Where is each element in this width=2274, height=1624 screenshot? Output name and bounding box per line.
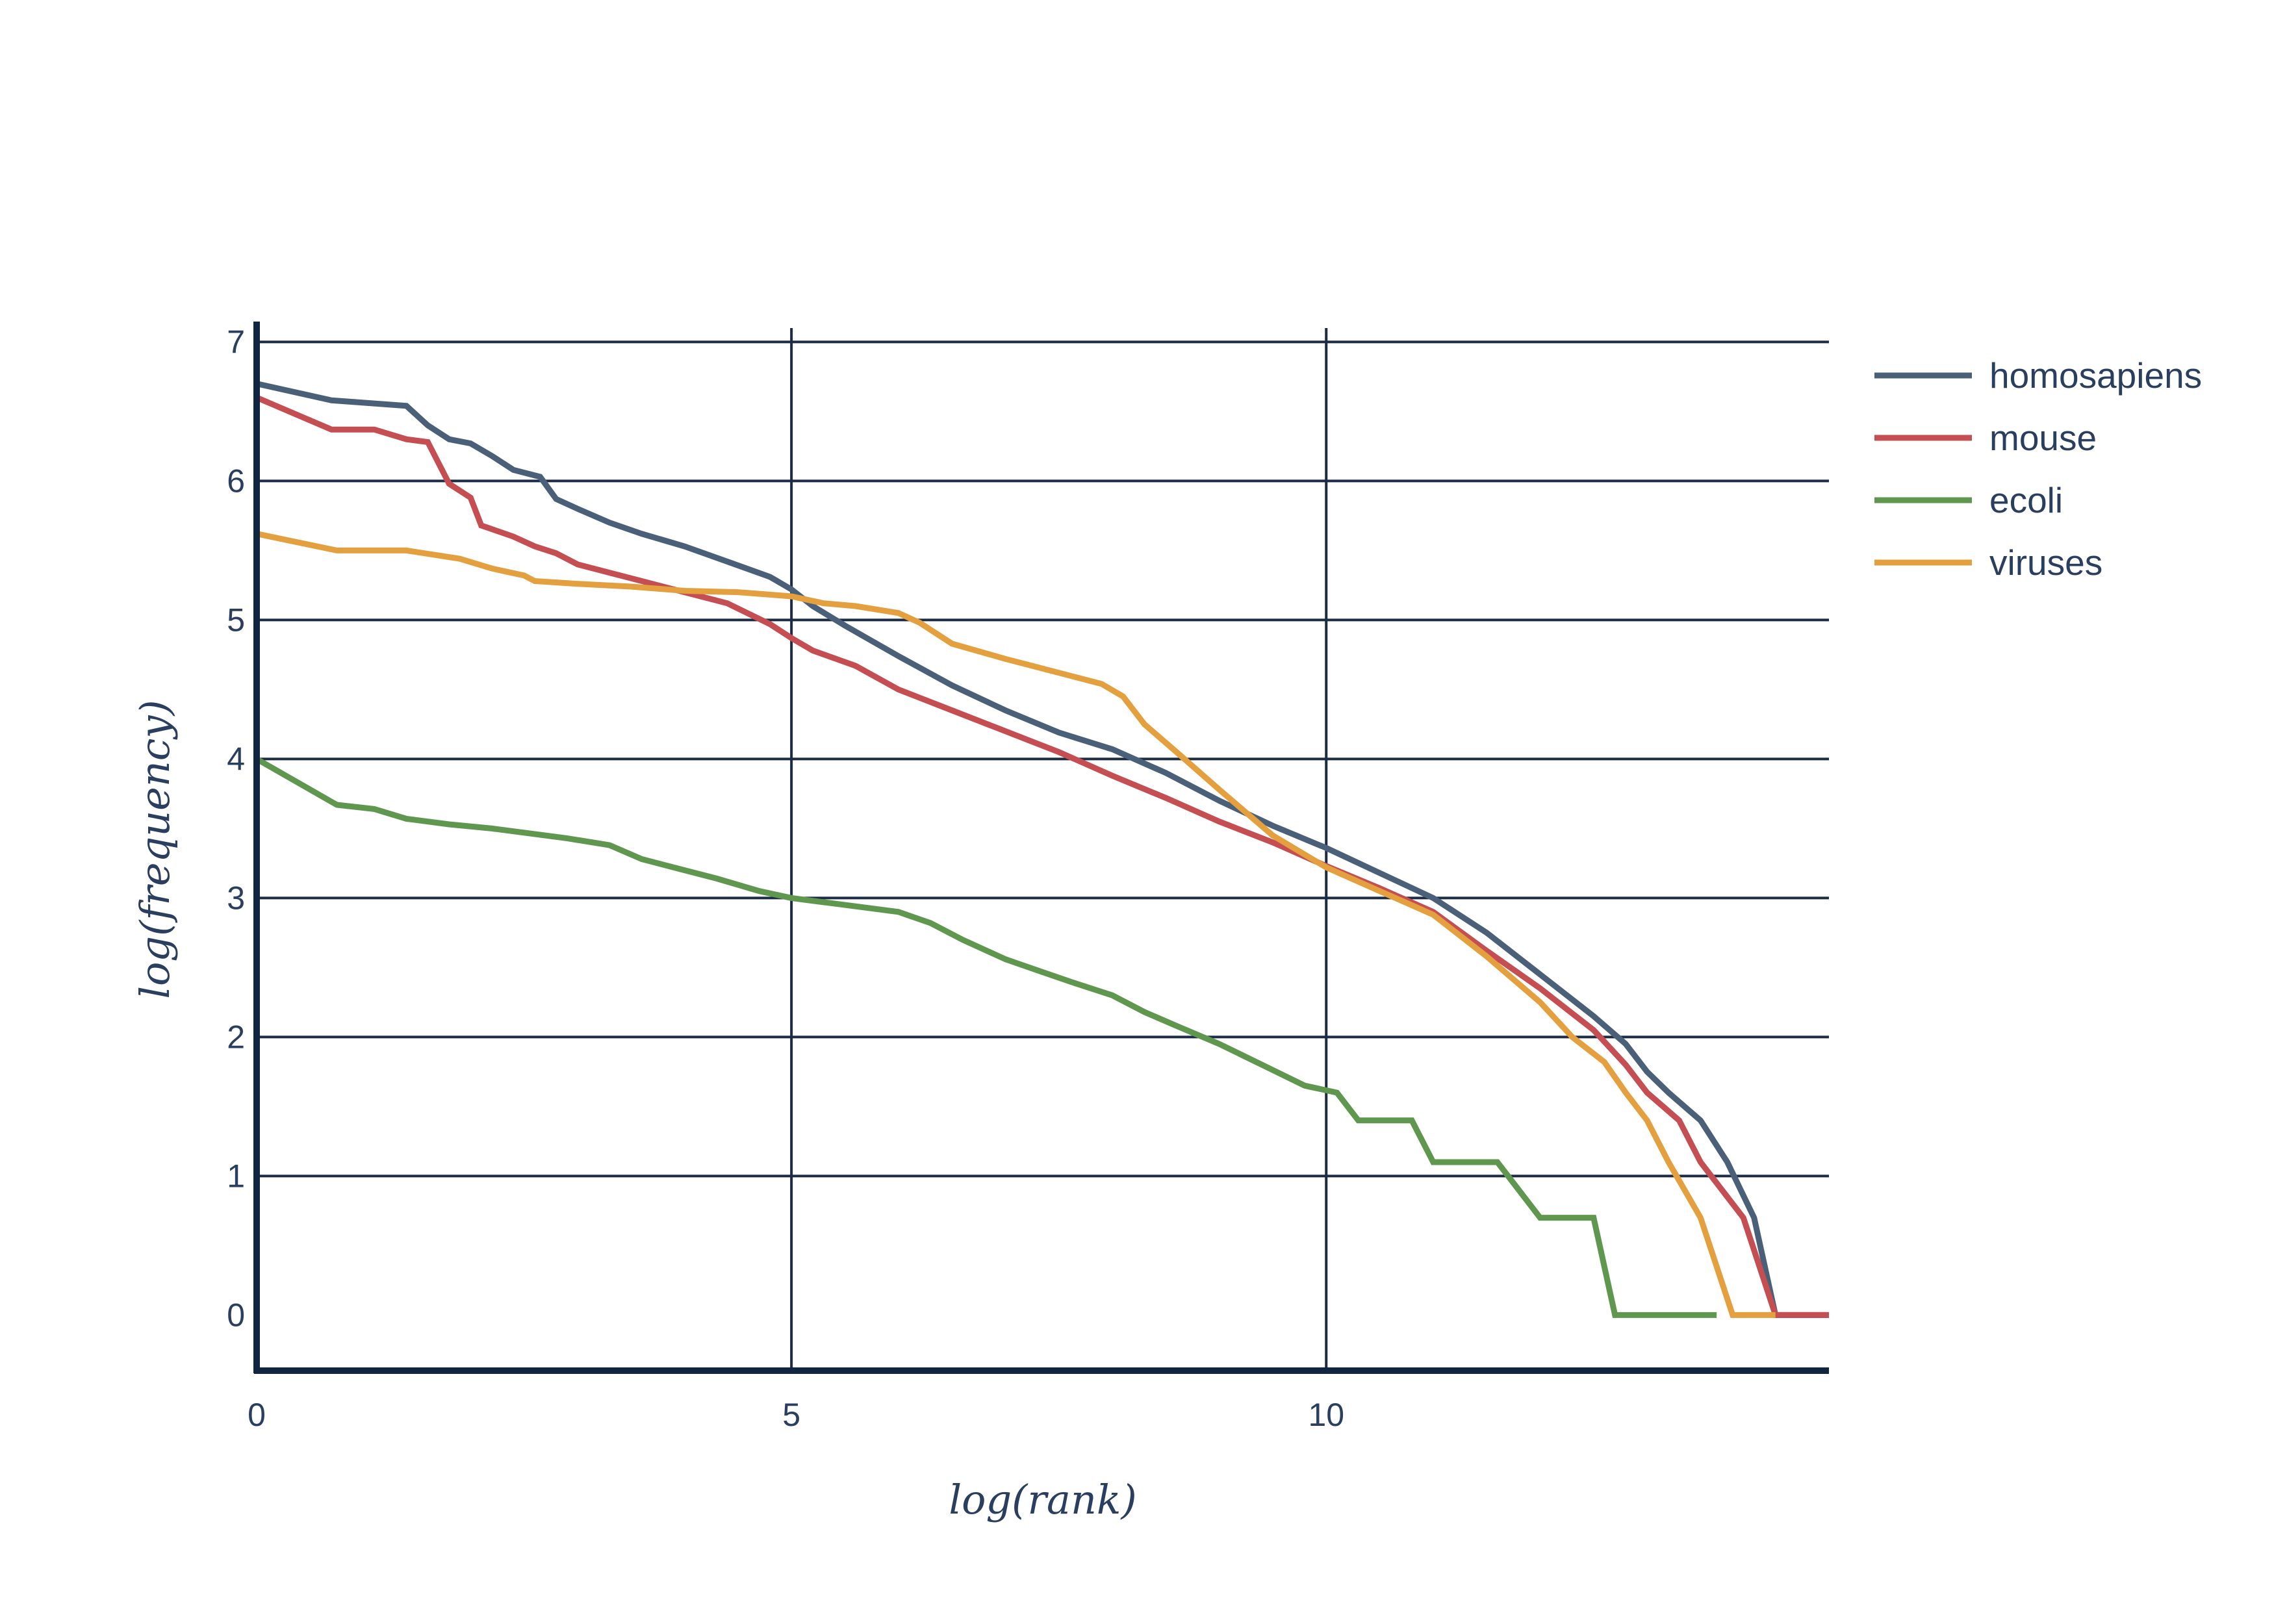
series-line-homosapiens	[256, 381, 1829, 1318]
y-tick-label: 0	[227, 1297, 245, 1333]
y-tick-label: 5	[227, 602, 245, 638]
y-tick-label: 3	[227, 880, 245, 916]
legend: homosapiens mouse ecoli viruses	[1874, 355, 2202, 583]
y-tick-label: 1	[227, 1158, 245, 1194]
x-tick-label: 0	[248, 1397, 266, 1433]
y-axis-title: log(frequency)	[131, 700, 179, 999]
y-tick-label: 4	[227, 741, 245, 777]
x-tick-label: 5	[782, 1397, 800, 1433]
y-tick-label: 6	[227, 463, 245, 499]
tick-labels: 0 1 2 3 4 5 6 7 0 5 10	[227, 324, 1344, 1433]
grid-lines	[257, 328, 1829, 1371]
legend-label-ecoli: ecoli	[1989, 480, 2063, 520]
series-line-viruses	[256, 531, 1776, 1318]
x-tick-label: 10	[1308, 1397, 1344, 1433]
series-lines	[255, 381, 1829, 1318]
y-tick-label: 7	[227, 324, 245, 360]
legend-label-viruses: viruses	[1989, 542, 2102, 583]
series-line-mouse	[255, 394, 1829, 1318]
series-line-ecoli	[255, 756, 1717, 1318]
x-axis-title: log(rank)	[949, 1476, 1136, 1523]
legend-label-mouse: mouse	[1989, 418, 2097, 458]
axes	[253, 322, 1829, 1374]
legend-label-homosapiens: homosapiens	[1989, 355, 2202, 396]
y-tick-label: 2	[227, 1019, 245, 1055]
